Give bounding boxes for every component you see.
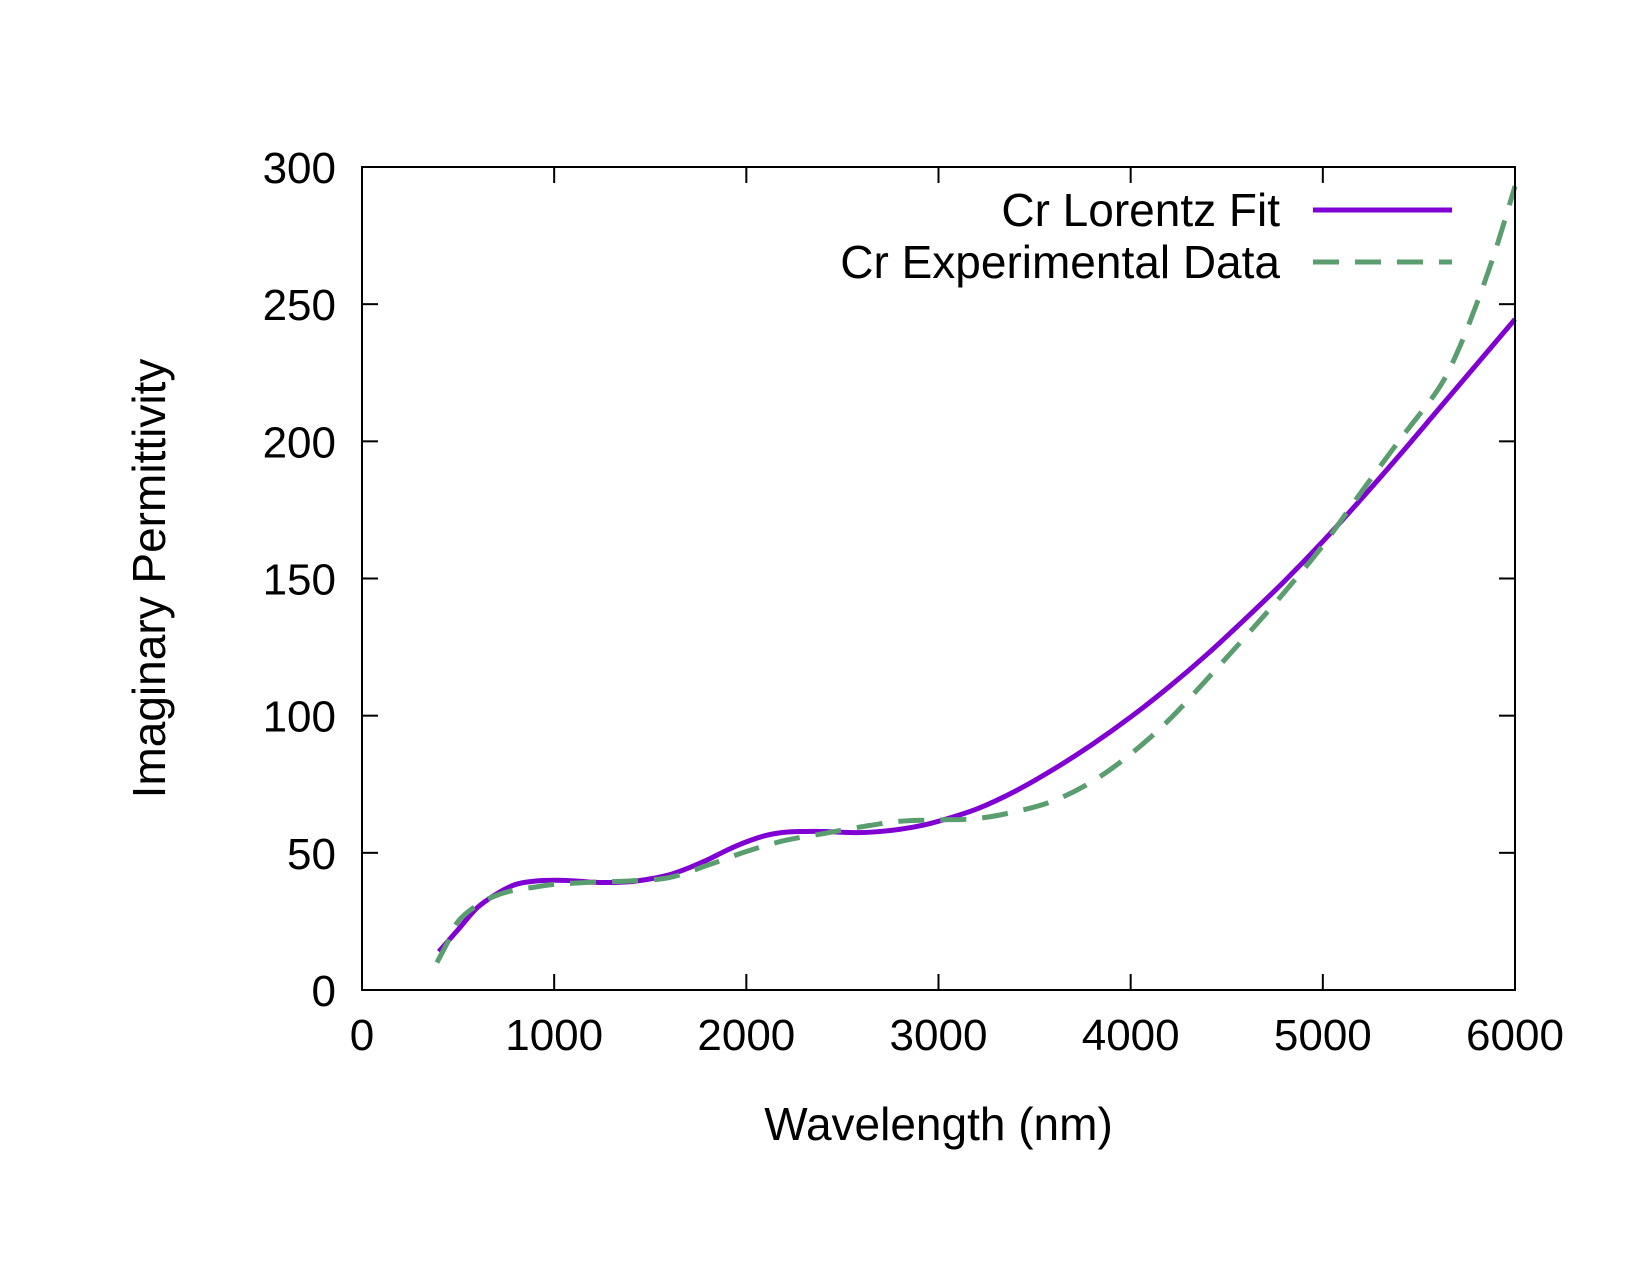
series-group — [434, 185, 1518, 964]
y-tick-label: 50 — [287, 830, 336, 879]
x-tick-label: 6000 — [1466, 1011, 1564, 1060]
y-tick-label: 100 — [263, 693, 336, 742]
x-tick-label: 3000 — [890, 1011, 988, 1060]
x-axis-label: Wavelength (nm) — [764, 1098, 1113, 1150]
x-tick-label: 1000 — [505, 1011, 603, 1060]
x-tick-label: 2000 — [697, 1011, 795, 1060]
y-tick-label: 0 — [312, 967, 336, 1016]
y-axis-label: Imaginary Permittivity — [123, 359, 175, 799]
y-tick-label: 150 — [263, 556, 336, 605]
series-line-experimental-data — [434, 185, 1518, 964]
legend: Cr Lorentz Fit Cr Experimental Data — [840, 184, 1452, 288]
y-tick-label: 200 — [263, 418, 336, 467]
axis-labels-group: Wavelength (nm) Imaginary Permittivity — [123, 359, 1113, 1150]
tick-group: 0 1000 2000 3000 4000 5000 6000 0 50 100 150 200 250… — [263, 144, 1564, 1060]
x-tick-label: 5000 — [1274, 1011, 1372, 1060]
y-tick-label: 300 — [263, 144, 336, 193]
x-tick-label: 4000 — [1082, 1011, 1180, 1060]
legend-label-experimental-data: Cr Experimental Data — [840, 236, 1280, 288]
x-tick-label: 0 — [350, 1011, 374, 1060]
y-tick-label: 250 — [263, 281, 336, 330]
legend-label-lorentz-fit: Cr Lorentz Fit — [1001, 184, 1280, 236]
